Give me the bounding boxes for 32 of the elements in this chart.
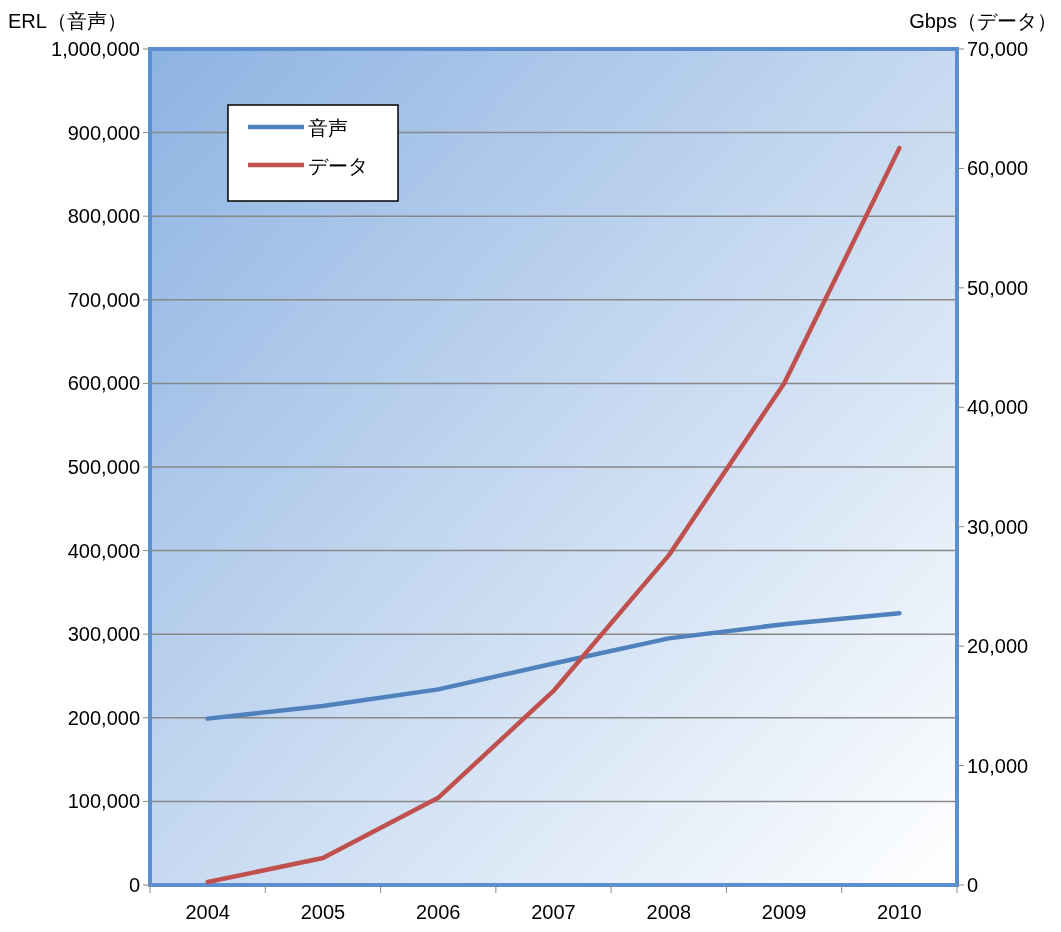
- y2-tick-label: 60,000: [967, 157, 1029, 180]
- y2-tick-label: 30,000: [967, 515, 1029, 538]
- x-tick-label: 2004: [185, 901, 230, 923]
- y-tick-label: 300,000: [67, 623, 140, 646]
- y2-tick-label: 10,000: [967, 754, 1029, 777]
- y2-axis-title: Gbps（データ）: [909, 10, 1057, 32]
- y-tick-label: 0: [128, 874, 140, 896]
- legend-label: データ: [308, 155, 368, 177]
- x-tick-label: 2006: [415, 901, 461, 923]
- y-tick-label: 800,000: [67, 205, 140, 228]
- x-tick-label: 2010: [877, 901, 922, 923]
- x-tick-label: 2009: [761, 901, 807, 923]
- y2-tick-label: 0: [967, 874, 979, 896]
- y-tick-label: 1,000,000: [51, 38, 140, 60]
- y-axis-title: ERL（音声）: [8, 10, 127, 32]
- y-tick-label: 100,000: [67, 790, 140, 813]
- line-series: [205, 611, 902, 721]
- y-tick-label: 900,000: [67, 121, 140, 144]
- y2-tick-label: 20,000: [967, 635, 1029, 658]
- y-tick-label: 700,000: [67, 288, 140, 311]
- x-tick-label: 2005: [300, 901, 346, 923]
- y2-tick-label: 50,000: [967, 276, 1029, 299]
- line-series: [205, 145, 902, 885]
- y-tick-label: 600,000: [67, 372, 140, 395]
- legend-label: 音声: [308, 117, 348, 139]
- x-tick-label: 2007: [531, 901, 576, 923]
- x-tick-label: 2008: [646, 901, 692, 923]
- y-tick-label: 500,000: [67, 456, 140, 478]
- y-tick-label: 400,000: [67, 539, 140, 562]
- y2-tick-label: 70,000: [967, 38, 1029, 60]
- y2-tick-label: 40,000: [967, 396, 1029, 419]
- y-tick-label: 200,000: [67, 706, 140, 729]
